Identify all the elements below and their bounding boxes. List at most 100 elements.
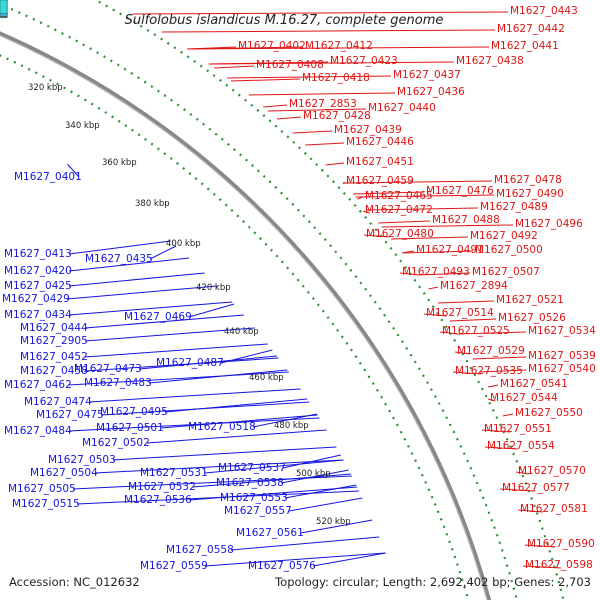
forward-gene-label: M1627_0598 xyxy=(525,559,593,571)
forward-gene-leader xyxy=(457,331,527,335)
reverse-gene-leader xyxy=(252,413,317,428)
forward-gene-label: M1627_0492 xyxy=(470,230,538,242)
gene-feature-layer xyxy=(0,0,8,19)
reverse-gene-leader xyxy=(192,473,351,488)
tick-label-layer: 320 kbp 340 kbp 360 kbp 380 kbp 400 kbp 420 k… xyxy=(28,83,351,527)
forward-gene-label: M1627_0550 xyxy=(515,407,583,419)
dotted-ring-4 xyxy=(92,0,565,600)
forward-gene-leader xyxy=(352,191,425,195)
forward-gene-leader xyxy=(454,351,470,355)
reverse-gene-leader xyxy=(188,486,358,501)
forward-gene-label: M1627_0459 xyxy=(346,175,414,187)
reverse-gene-label: M1627_0531 xyxy=(140,467,208,479)
reverse-gene-leader xyxy=(68,240,171,255)
forward-gene-label: M1627_0590 xyxy=(527,538,595,550)
forward-gene-leader xyxy=(355,194,495,198)
forward-gene-leader xyxy=(187,46,304,50)
forward-gene-label: M1627_0442 xyxy=(497,23,565,35)
forward-gene-leader xyxy=(305,142,345,146)
forward-gene-leader xyxy=(263,104,288,108)
reverse-gene-label: M1627_0401 xyxy=(14,171,82,183)
reverse-gene-label: M1627_0452 xyxy=(20,351,88,363)
forward-gene-leader xyxy=(515,471,529,475)
reverse-gene-label: M1627_0420 xyxy=(4,265,72,277)
reverse-gene-leader xyxy=(146,429,327,444)
reverse-gene-leader xyxy=(84,327,255,342)
forward-gene-label: M1627_0534 xyxy=(528,325,596,337)
reverse-gene-leader xyxy=(288,497,363,512)
forward-gene-label: M1627_0540 xyxy=(528,363,596,375)
forward-gene-label: M1627_0465 xyxy=(365,190,433,202)
reverse-gene-label: M1627_0429 xyxy=(2,293,70,305)
reverse-gene-label: M1627_0536 xyxy=(124,494,192,506)
reverse-gene-leader xyxy=(280,469,349,484)
forward-gene-label: M1627_0541 xyxy=(500,378,568,390)
forward-gene-label: M1627_0496 xyxy=(515,218,583,230)
reverse-gene-label: M1627_0559 xyxy=(140,560,208,572)
reverse-gene-leader xyxy=(68,257,190,272)
reverse-gene-leader xyxy=(84,343,268,358)
forward-gene-leader xyxy=(452,371,482,375)
forward-gene-label: M1627_0472 xyxy=(365,204,433,216)
reverse-gene-label: M1627_0532 xyxy=(128,481,196,493)
forward-gene-leader xyxy=(472,356,527,360)
forward-gene-leader xyxy=(248,92,396,96)
reverse-gene-leader xyxy=(94,459,344,474)
forward-gene-leader xyxy=(399,272,419,276)
reverse-gene-label: M1627_0505 xyxy=(8,483,76,495)
forward-gene-label: M1627_0529 xyxy=(457,345,525,357)
reverse-gene-leader xyxy=(284,484,357,499)
forward-gene-leader xyxy=(227,75,392,79)
label-leader-layer xyxy=(66,11,562,569)
tick-label-3: 380 kbp xyxy=(135,199,170,209)
forward-gene-label: M1627_0478 xyxy=(494,174,562,186)
reverse-gene-leader xyxy=(138,355,278,370)
forward-gene-label: M1627_0441 xyxy=(491,40,559,52)
forward-gene-leader xyxy=(524,544,555,548)
reverse-gene-label: M1627_0434 xyxy=(4,309,72,321)
forward-gene-leader xyxy=(208,61,329,65)
forward-gene-leader xyxy=(342,180,493,184)
forward-gene-leader xyxy=(231,78,301,82)
forward-gene-leader xyxy=(187,46,490,50)
forward-gene-leader xyxy=(449,318,497,322)
forward-gene-leader xyxy=(418,272,471,276)
reverse-gene-label: M1627_0469 xyxy=(124,311,192,323)
forward-gene-leader xyxy=(367,207,479,211)
reverse-gene-leader xyxy=(188,303,235,318)
reverse-gene-leader xyxy=(300,519,373,534)
forward-gene-leader xyxy=(428,286,439,290)
reverse-gene-label: M1627_0503 xyxy=(48,454,116,466)
reverse-gene-label: M1627_0483 xyxy=(84,377,152,389)
tick-label-8: 480 kbp xyxy=(274,421,309,431)
forward-gene-label: M1627_0514 xyxy=(426,307,494,319)
tick-label-4: 400 kbp xyxy=(166,239,201,249)
reverse-gene-label: M1627_0413 xyxy=(4,248,72,260)
forward-gene-leader xyxy=(378,220,431,224)
forward-gene-leader xyxy=(161,29,496,33)
forward-gene-label: M1627_0507 xyxy=(472,266,540,278)
reverse-gene-leader xyxy=(112,446,337,461)
forward-gene-label: M1627_2894 xyxy=(440,280,508,292)
map-title: Sulfolobus islandicus M.16.27, complete … xyxy=(125,13,444,28)
genome-backbone xyxy=(0,31,492,600)
reverse-gene-leader xyxy=(67,163,80,178)
reverse-gene-label: M1627_0561 xyxy=(236,527,304,539)
forward-gene-label: M1627_0521 xyxy=(496,294,564,306)
forward-gene-label: M1627_0440 xyxy=(368,102,436,114)
reverse-gene-label: M1627_0435 xyxy=(85,253,153,265)
reverse-gene-label: M1627_0474 xyxy=(24,396,92,408)
reverse-gene-label: M1627_0576 xyxy=(248,560,316,572)
map-backbone-layer xyxy=(0,0,565,600)
reverse-gene-leader xyxy=(164,398,308,413)
forward-gene-leader xyxy=(213,65,255,69)
reverse-gene-leader xyxy=(149,245,177,260)
reverse-gene-label: M1627_0518 xyxy=(188,421,256,433)
forward-gene-label: M1627_0570 xyxy=(518,465,586,477)
genome-backbone-highlight xyxy=(0,35,488,600)
forward-gene-leader xyxy=(402,250,474,254)
reverse-gene-label: M1627_0484 xyxy=(4,425,72,437)
tick-label-5: 420 kbp xyxy=(196,283,231,293)
forward-gene-leader xyxy=(488,384,499,388)
